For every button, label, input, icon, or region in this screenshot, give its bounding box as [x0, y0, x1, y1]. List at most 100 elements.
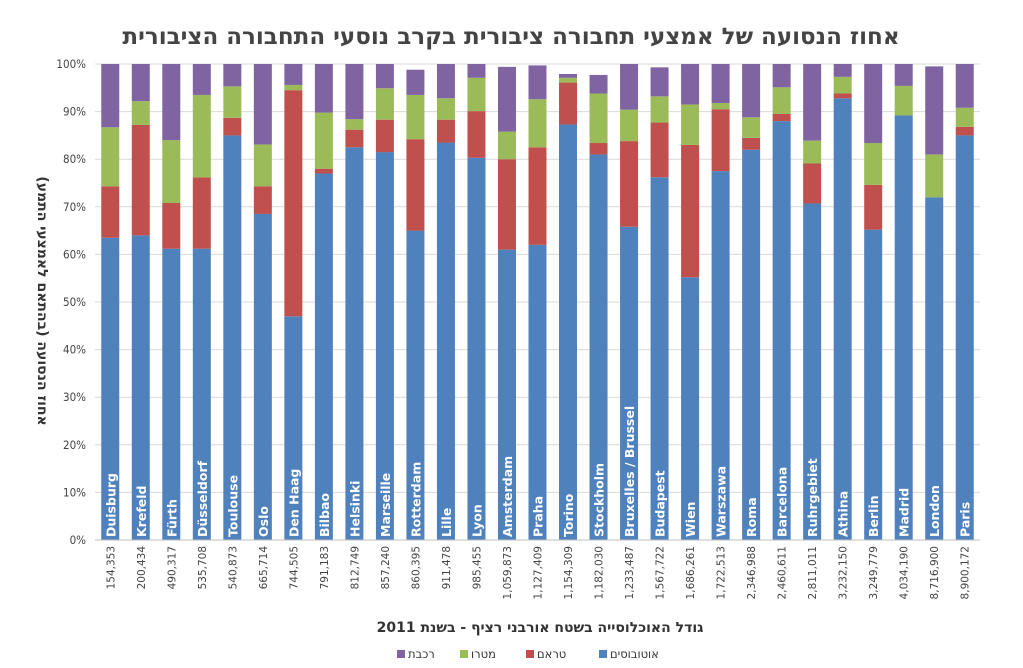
y-tick-label: 0%: [70, 533, 87, 547]
bar-segment: [101, 64, 120, 128]
population-label: 744,505: [288, 546, 300, 589]
bar-segment: [192, 94, 211, 178]
chart-title: אחוז הנסועה של אמצעי תחבורה ציבורית בקרב…: [122, 24, 899, 50]
category-labels: Duisburg Krefeld Fürth Düsseldorf Toulouse Os…: [103, 406, 972, 537]
category-label: Lyon: [469, 504, 484, 537]
population-label: 791,183: [319, 546, 331, 589]
y-tick-label: 90%: [63, 105, 86, 119]
bar-segment: [955, 107, 974, 127]
bar-segment: [436, 98, 455, 120]
bar-segment: [436, 64, 455, 99]
y-tick-label: 50%: [63, 295, 86, 309]
bar-segment: [894, 64, 913, 86]
bar-segment: [711, 103, 730, 110]
bar-segment: [620, 141, 639, 227]
bar-segment: [833, 98, 852, 540]
population-label: 200,434: [136, 546, 148, 590]
bar-segment: [436, 142, 455, 541]
bar-segment: [864, 64, 883, 144]
bar-segment: [955, 64, 974, 108]
bar-segment: [467, 77, 486, 112]
y-tick-label: 20%: [63, 438, 86, 452]
bar-segment: [772, 113, 791, 122]
y-tick-label: 80%: [63, 152, 86, 166]
bar-segment: [650, 67, 669, 97]
bar-segment: [650, 122, 669, 178]
population-label: 812,749: [349, 546, 361, 589]
category-label: Barcelona: [775, 467, 790, 537]
population-label: 4,034,190: [899, 546, 911, 599]
bar-segment: [650, 96, 669, 123]
population-label: 1,059,873: [502, 546, 514, 599]
bar-segment: [528, 99, 547, 148]
category-label: Bilbao: [317, 493, 332, 537]
population-label: 911,478: [441, 546, 453, 589]
bar-segment: [192, 177, 211, 249]
bar-segment: [223, 117, 242, 136]
bar-segment: [436, 119, 455, 143]
bar-segment: [528, 147, 547, 245]
category-label: Rotterdam: [408, 462, 423, 537]
population-label: 490,317: [166, 546, 178, 589]
population-label: 1,233,487: [624, 546, 636, 599]
legend-swatch: [397, 650, 405, 658]
bar-segment: [711, 171, 730, 540]
category-label: Berlin: [866, 495, 881, 537]
category-label: Duisburg: [103, 473, 118, 537]
bar-segment: [620, 64, 639, 110]
category-label: Marseille: [378, 473, 393, 537]
legend-label: אוטובוסים: [610, 647, 659, 661]
y-axis-label: אחוז הנסועה (בהתאם לאמצעי התמע): [34, 176, 50, 425]
bar-segment: [253, 64, 272, 145]
legend-swatch: [599, 650, 607, 658]
bar-segment: [803, 203, 822, 540]
legend-swatch: [526, 650, 534, 658]
y-tick-label: 40%: [63, 343, 86, 357]
bar-segment: [375, 88, 394, 120]
bar-segment: [894, 85, 913, 116]
bar-segment: [711, 64, 730, 104]
bar-segment: [559, 73, 578, 78]
bar-segment: [497, 131, 516, 160]
bar-segment: [528, 65, 547, 100]
category-label: Amsterdam: [500, 456, 515, 537]
bar-segment: [833, 76, 852, 94]
population-label: 8,900,172: [960, 546, 972, 599]
bar-segment: [833, 93, 852, 99]
category-label: Stockholm: [592, 463, 607, 537]
category-label: London: [927, 485, 942, 537]
bar-segment: [497, 159, 516, 250]
bar-segment: [742, 149, 761, 540]
bar-segment: [742, 64, 761, 118]
bar-segment: [253, 144, 272, 187]
population-label: 1,567,722: [655, 546, 667, 599]
population-label: 154,353: [105, 546, 117, 589]
bar-segment: [345, 129, 364, 148]
bar-segment: [406, 94, 425, 140]
bar-segment: [467, 111, 486, 158]
bar-segment: [864, 143, 883, 185]
bar-segment: [131, 64, 150, 102]
bar-segment: [772, 121, 791, 541]
category-label: Wien: [683, 502, 698, 537]
bar-segment: [162, 140, 181, 203]
legend: רכבת מטרו טראם אוטובוסים: [397, 647, 659, 661]
category-label: Athina: [836, 491, 851, 537]
bar-segment: [864, 184, 883, 230]
population-label: 2,811,011: [807, 546, 819, 599]
bar-segment: [406, 69, 425, 95]
bar-segment: [559, 82, 578, 125]
bar-segment: [314, 64, 333, 113]
bar-segment: [620, 109, 639, 142]
bar-segment: [681, 64, 700, 105]
bar-segment: [620, 226, 639, 541]
y-tick-label: 10%: [63, 485, 86, 499]
bar-segment: [131, 101, 150, 125]
bar-segment: [101, 237, 120, 541]
population-label: 1,154,309: [563, 546, 575, 599]
legend-label: טראם: [537, 647, 566, 661]
category-label: Helsinki: [347, 481, 362, 537]
population-label: 860,395: [410, 546, 422, 589]
population-label: 1,686,261: [685, 546, 697, 599]
bar-segment: [742, 137, 761, 150]
